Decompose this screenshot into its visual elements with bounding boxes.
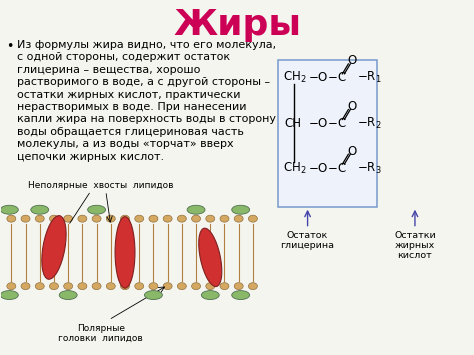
Ellipse shape xyxy=(106,283,115,290)
Ellipse shape xyxy=(201,291,219,300)
Ellipse shape xyxy=(21,283,30,290)
Ellipse shape xyxy=(177,215,186,222)
Text: C: C xyxy=(337,162,346,175)
Text: $-$R$_1$: $-$R$_1$ xyxy=(357,70,382,85)
Text: $-$O$-$: $-$O$-$ xyxy=(308,162,337,175)
Text: C: C xyxy=(337,117,346,130)
Text: CH$_2$: CH$_2$ xyxy=(283,160,306,176)
Text: $-$O$-$: $-$O$-$ xyxy=(308,71,337,84)
Text: •: • xyxy=(6,40,14,53)
Ellipse shape xyxy=(199,228,222,286)
Text: O: O xyxy=(347,145,356,158)
Ellipse shape xyxy=(31,205,49,214)
Text: Остаток
глицерина: Остаток глицерина xyxy=(281,231,335,250)
Ellipse shape xyxy=(120,283,129,290)
Ellipse shape xyxy=(206,283,215,290)
Ellipse shape xyxy=(163,215,172,222)
Ellipse shape xyxy=(149,283,158,290)
Ellipse shape xyxy=(64,283,73,290)
Text: CH$_2$: CH$_2$ xyxy=(283,70,306,85)
Ellipse shape xyxy=(0,291,18,300)
Text: $-$R$_2$: $-$R$_2$ xyxy=(357,116,382,131)
Ellipse shape xyxy=(220,283,229,290)
Ellipse shape xyxy=(35,283,44,290)
Ellipse shape xyxy=(7,283,16,290)
Ellipse shape xyxy=(191,283,201,290)
Ellipse shape xyxy=(78,215,87,222)
Text: Жиры: Жиры xyxy=(173,8,301,42)
Ellipse shape xyxy=(49,215,58,222)
Text: CH: CH xyxy=(285,117,302,130)
Ellipse shape xyxy=(206,215,215,222)
Ellipse shape xyxy=(232,291,250,300)
Ellipse shape xyxy=(59,291,77,300)
Ellipse shape xyxy=(115,217,135,288)
Ellipse shape xyxy=(220,215,229,222)
Ellipse shape xyxy=(78,283,87,290)
Text: $-$R$_3$: $-$R$_3$ xyxy=(357,160,382,176)
Ellipse shape xyxy=(106,215,115,222)
Text: $-$O$-$: $-$O$-$ xyxy=(308,117,337,130)
Ellipse shape xyxy=(35,215,44,222)
Ellipse shape xyxy=(234,215,243,222)
Ellipse shape xyxy=(248,283,257,290)
Text: Остатки
жирных
кислот: Остатки жирных кислот xyxy=(394,231,436,260)
Text: O: O xyxy=(347,100,356,113)
Text: Полярные
головки  липидов: Полярные головки липидов xyxy=(58,324,143,343)
Text: O: O xyxy=(347,54,356,67)
Ellipse shape xyxy=(0,205,18,214)
Bar xyxy=(278,60,377,207)
Ellipse shape xyxy=(187,205,205,214)
Ellipse shape xyxy=(149,215,158,222)
Ellipse shape xyxy=(92,283,101,290)
Ellipse shape xyxy=(232,205,250,214)
Ellipse shape xyxy=(42,215,66,279)
Text: C: C xyxy=(337,71,346,84)
Ellipse shape xyxy=(49,283,58,290)
Ellipse shape xyxy=(145,291,163,300)
Text: Неполярные  хвосты  липидов: Неполярные хвосты липидов xyxy=(28,181,173,190)
Ellipse shape xyxy=(191,215,201,222)
Ellipse shape xyxy=(92,215,101,222)
Ellipse shape xyxy=(88,205,106,214)
Text: Из формулы жира видно, что его молекула,
с одной стороны, содержит остаток
глице: Из формулы жира видно, что его молекула,… xyxy=(17,40,276,162)
Ellipse shape xyxy=(135,283,144,290)
Ellipse shape xyxy=(248,215,257,222)
Ellipse shape xyxy=(64,215,73,222)
Ellipse shape xyxy=(7,215,16,222)
Ellipse shape xyxy=(177,283,186,290)
Ellipse shape xyxy=(135,215,144,222)
Ellipse shape xyxy=(120,215,129,222)
Ellipse shape xyxy=(234,283,243,290)
Ellipse shape xyxy=(163,283,172,290)
Ellipse shape xyxy=(21,215,30,222)
